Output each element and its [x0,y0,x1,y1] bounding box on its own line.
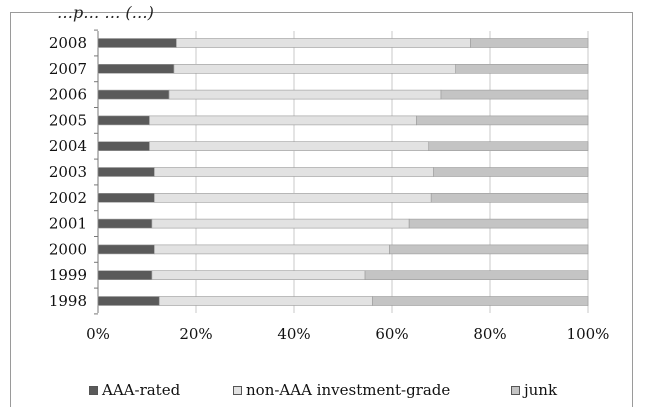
bar-segment [372,296,589,306]
y-tick-label: 2008 [49,34,87,52]
bar-segment [97,63,175,74]
y-tick-label: 2004 [49,137,87,155]
x-tick-label: 0% [86,325,110,343]
bar-segment [173,63,456,74]
bar-segment [97,89,170,100]
bar-segment [408,218,589,229]
bar-segment [433,167,589,177]
legend-label-junk: junk [524,381,558,399]
x-tick-label: 20% [179,325,212,343]
chart-caption: …p… … (…) [57,3,154,22]
y-tick-label: 1998 [49,292,87,310]
y-tick-label: 2002 [49,189,87,207]
y-tick-label: 2007 [49,60,87,78]
bar-segment [97,141,150,151]
bar-segment [97,193,155,203]
legend-label-aaa: AAA-rated [102,381,181,399]
bar-segment [430,193,589,203]
y-tick-label: 1999 [49,266,87,284]
bar-segment [97,244,155,255]
bar-segment [97,167,155,177]
bar-segment [97,270,153,281]
bar-segment [97,218,153,229]
bar-segment [154,244,390,255]
y-tick-label: 2003 [49,163,87,181]
bar-segment [428,141,589,151]
legend-item-junk: junk [511,379,557,401]
bar-segment [151,218,410,229]
bar-segment [364,270,589,281]
stacked-bar-chart: 0% 20% 40% 60% 80% 100% 2008 2007 2006 2005 2004 20… [49,29,610,343]
y-tick-label: 2001 [49,215,87,233]
bar-segment [97,38,177,48]
bar-segment [97,296,160,306]
bar-segment [154,167,434,177]
bar-segment [440,89,589,100]
bar-segment [416,115,589,126]
bar-segment [389,244,589,255]
y-tick-label: 2005 [49,111,87,129]
legend-item-aaa: AAA-rated [89,379,180,401]
x-tick-label: 100% [567,325,610,343]
bar-segment [149,115,417,126]
legend-item-non-aaa: non-AAA investment-grade [233,379,450,401]
x-tick-label: 40% [277,325,310,343]
bar-segment [154,193,432,203]
legend-label-non-aaa: non-AAA investment-grade [246,381,451,399]
bar-segment [455,63,589,74]
chart-frame: …p… … (…) 0% 20% 40% 60% 80% 100% 2008 2007 2006… [10,3,633,407]
bar-segment [149,141,430,151]
legend-swatch-junk [511,385,520,395]
bar-segment [97,115,150,126]
bar-segment [470,38,589,48]
bar-segment [151,270,366,281]
legend-swatch-non-aaa [233,385,242,395]
bar-segment [168,89,442,100]
y-tick-label: 2006 [49,86,87,104]
bar-segment [158,296,373,306]
legend-swatch-aaa [89,385,98,395]
bar-segment [176,38,471,48]
x-tick-label: 80% [473,325,506,343]
x-tick-label: 60% [375,325,408,343]
y-tick-label: 2000 [49,240,87,258]
